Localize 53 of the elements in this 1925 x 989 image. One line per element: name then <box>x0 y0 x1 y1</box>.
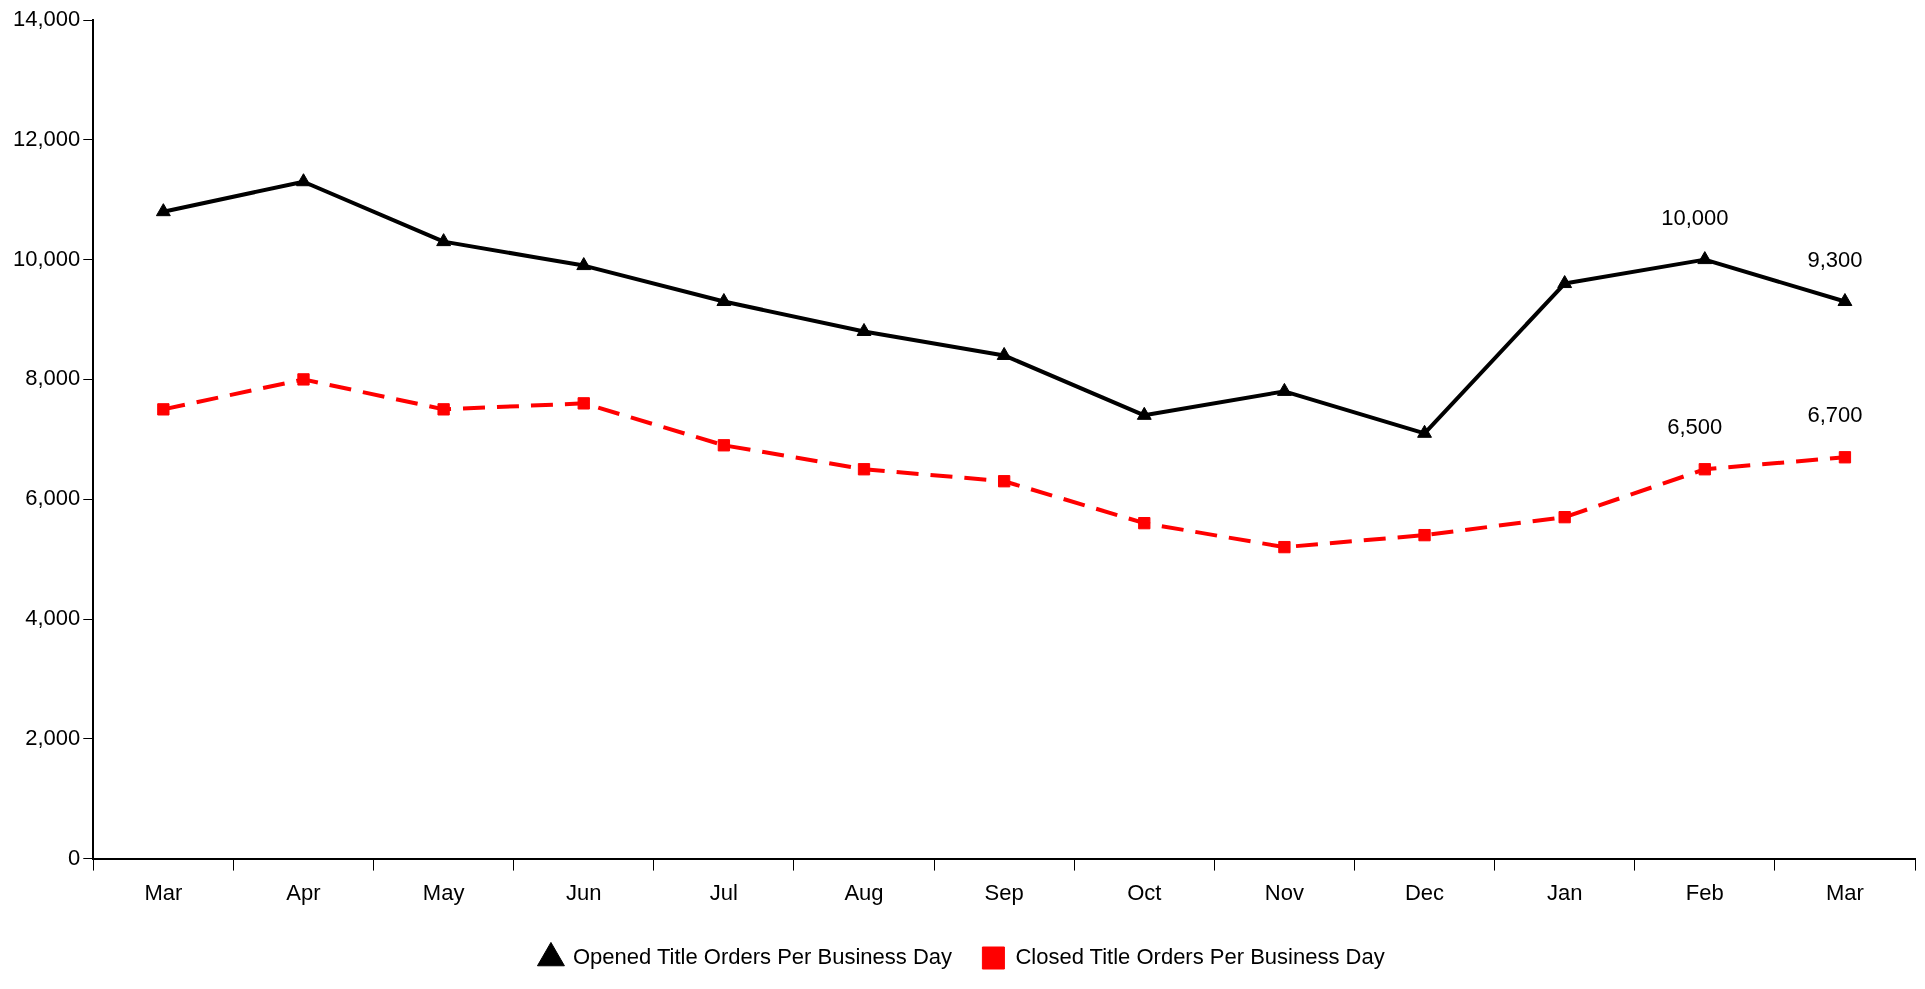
point <box>1138 517 1151 530</box>
point <box>1837 293 1853 307</box>
legend-label: Closed Title Orders Per Business Day <box>1015 944 1385 970</box>
point <box>1558 511 1571 524</box>
point <box>1838 451 1852 464</box>
data-label: 6,500 <box>1667 414 1723 440</box>
x-tick-label: Sep <box>984 879 1024 905</box>
y-tick-label: 12,000 <box>12 125 81 151</box>
point <box>996 346 1012 360</box>
point <box>1698 463 1711 476</box>
point <box>1417 424 1432 438</box>
data-label: 6,700 <box>1807 402 1863 428</box>
y-tick-label: 14,000 <box>12 6 81 32</box>
x-tick-label: Apr <box>286 879 321 905</box>
point <box>856 322 872 336</box>
x-tick-label: Mar <box>1825 879 1864 905</box>
point <box>1697 251 1713 265</box>
point <box>576 257 592 271</box>
point <box>296 173 311 187</box>
x-tick-label: Nov <box>1264 879 1304 905</box>
x-tick-label: Oct <box>1127 879 1162 905</box>
data-label: 9,300 <box>1807 246 1863 272</box>
y-tick-label: 4,000 <box>25 605 81 631</box>
x-tick-label: May <box>422 879 465 905</box>
point <box>577 397 590 410</box>
point <box>1557 275 1573 289</box>
x-tick-label: Feb <box>1685 879 1724 905</box>
y-tick-label: 8,000 <box>25 365 81 391</box>
data-label: 10,000 <box>1661 204 1729 230</box>
x-tick-label: Mar <box>144 879 183 905</box>
point <box>1278 540 1291 554</box>
x-tick-label: Jun <box>566 879 602 905</box>
y-tick-label: 10,000 <box>12 245 81 271</box>
point <box>437 403 450 416</box>
legend-label: Opened Title Orders Per Business Day <box>572 944 953 970</box>
point <box>1276 382 1292 396</box>
point <box>297 373 310 386</box>
point <box>857 463 871 476</box>
y-tick-label: 0 <box>68 844 81 870</box>
x-tick-label: Dec <box>1404 879 1445 905</box>
point <box>436 233 452 247</box>
point <box>717 439 731 452</box>
x-tick-label: Aug <box>844 879 884 905</box>
point <box>997 475 1011 488</box>
y-tick-label: 2,000 <box>25 724 81 750</box>
y-tick-label: 6,000 <box>25 485 81 511</box>
point <box>157 403 170 416</box>
point <box>1418 528 1431 542</box>
point <box>155 203 171 217</box>
point <box>716 293 732 307</box>
x-tick-label: Jan <box>1546 879 1583 905</box>
point <box>1136 406 1152 420</box>
x-tick-label: Jul <box>709 879 738 905</box>
